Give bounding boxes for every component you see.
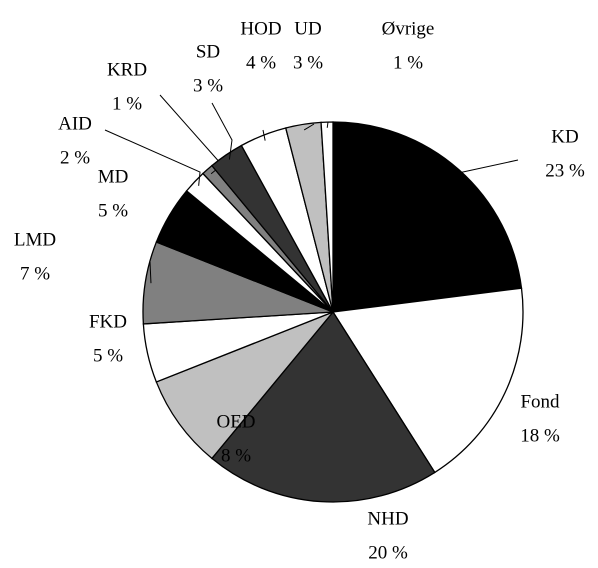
slice-label: KRD — [107, 59, 147, 80]
slice-value-label: 1 % — [112, 93, 142, 114]
pie-slice — [320, 121, 334, 313]
pie-slice — [331, 287, 524, 474]
slice-label: FKD — [89, 311, 127, 332]
leader-line — [211, 102, 233, 160]
leader-line — [104, 129, 201, 186]
slice-value-label: 1 % — [393, 52, 423, 73]
leader-line — [326, 121, 329, 128]
slice-value-label: 7 % — [20, 263, 50, 284]
pie-slice — [155, 311, 334, 460]
slice-label: SD — [196, 41, 220, 62]
slice-label: AID — [58, 113, 92, 134]
slice-label: UD — [294, 18, 321, 39]
slice-value-label: 18 % — [520, 425, 560, 446]
leader-line — [149, 261, 152, 284]
slice-value-label: 23 % — [545, 160, 585, 181]
slice-label: MD — [98, 166, 129, 187]
slice-label: OED — [216, 411, 255, 432]
slice-value-label: 20 % — [368, 542, 408, 563]
pie-slice — [332, 121, 523, 313]
slice-value-label: 8 % — [221, 445, 251, 466]
slice-label: KD — [551, 126, 578, 147]
slice-label: NHD — [367, 508, 408, 529]
leader-line — [454, 159, 519, 175]
slice-value-label: 4 % — [246, 52, 276, 73]
slice-value-label: 2 % — [60, 147, 90, 168]
leader-line — [173, 196, 187, 219]
slice-value-label: 3 % — [193, 75, 223, 96]
leader-line — [303, 123, 315, 131]
leader-line — [159, 94, 223, 175]
slice-value-label: 5 % — [98, 200, 128, 221]
slice-value-label: 5 % — [93, 345, 123, 366]
slice-label: LMD — [14, 229, 56, 250]
leader-line — [262, 129, 266, 141]
pie-slice — [210, 310, 436, 503]
slice-label: HOD — [240, 18, 281, 39]
slice-value-label: 3 % — [293, 52, 323, 73]
slice-label: Fond — [520, 391, 560, 412]
slice-label: Øvrige — [382, 18, 435, 39]
